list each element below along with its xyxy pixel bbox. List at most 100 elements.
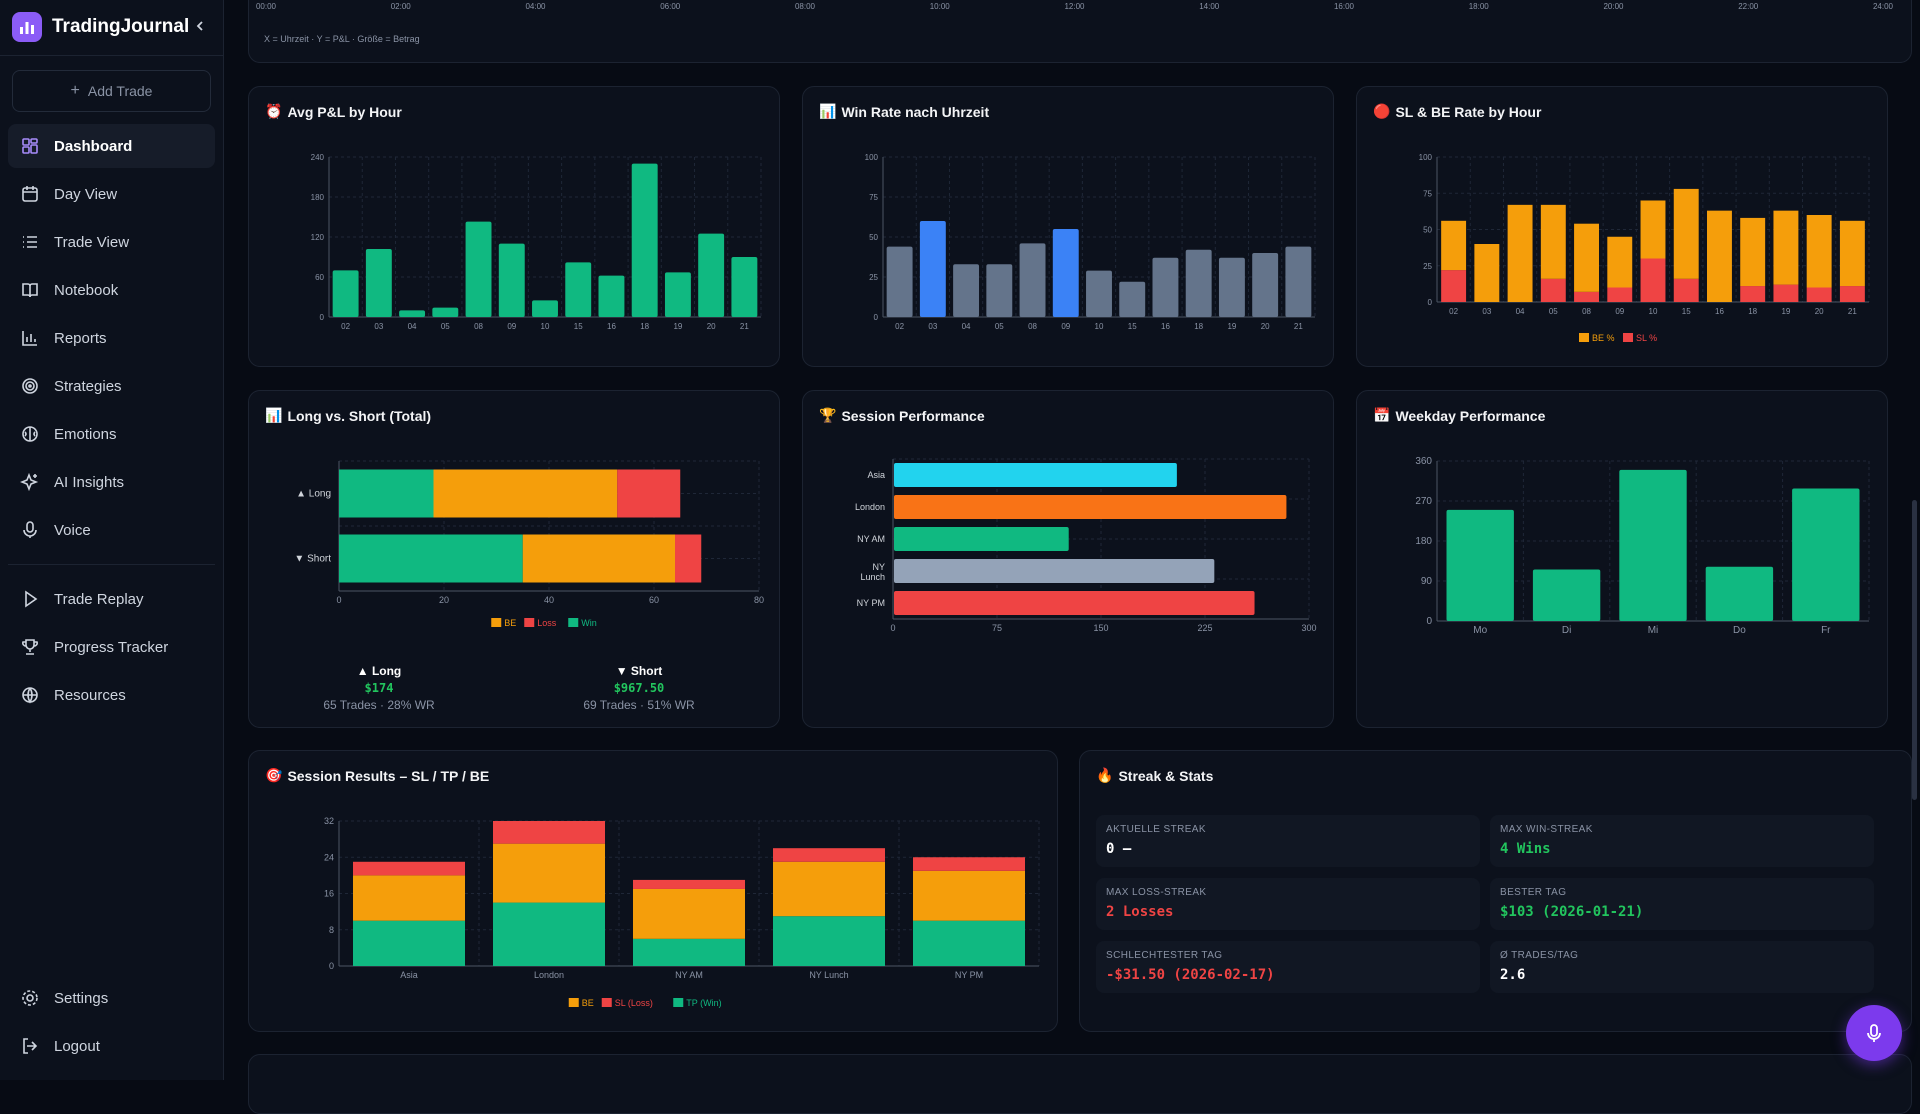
brain-icon [22, 426, 38, 442]
weekday-chart: 0 90 180 270 360 Mo Di Mi Do Fr [1415, 456, 1870, 636]
brand[interactable]: TradingJournal [12, 12, 189, 42]
x-tick-label: 09 [1061, 322, 1070, 331]
sidebar-item-settings[interactable]: Settings [8, 976, 215, 1020]
stat-value: -$31.50 (2026-02-17) [1106, 967, 1275, 983]
x-tick-label: 03 [928, 322, 937, 331]
bar-20 [1252, 253, 1279, 317]
x-tick-label: 20 [439, 595, 449, 605]
bar-mi [1619, 469, 1687, 621]
y-tick-label: NY PM [857, 598, 885, 608]
sidebar-item-notebook[interactable]: Notebook [8, 268, 215, 312]
stat-bester-tag: BESTER TAG $103 (2026-01-21) [1490, 878, 1874, 930]
x-tick-label: 15 [1682, 307, 1691, 316]
x-tick-label: 80 [754, 595, 764, 605]
x-tick-label: 0 [336, 595, 341, 605]
bar-be--03 [1474, 244, 1500, 302]
sidebar-item-day-view[interactable]: Day View [8, 172, 215, 216]
sidebar-item-label: Logout [54, 1037, 100, 1055]
bar-09 [1052, 229, 1079, 317]
sidebar-item-emotions[interactable]: Emotions [8, 412, 215, 456]
bar-18 [1185, 249, 1212, 317]
y-tick-label: 180 [311, 193, 325, 202]
bar-sl--19 [1773, 284, 1799, 302]
bar-be-short [522, 534, 675, 583]
scrollbar[interactable] [1912, 500, 1917, 800]
sidebar-item-label: Dashboard [54, 137, 133, 155]
bar-19 [1218, 257, 1245, 317]
x-tick-label: 05 [441, 322, 450, 331]
tick-label: 00:00 [256, 2, 277, 11]
legend-swatch [673, 998, 684, 1007]
sidebar-item-label: Emotions [54, 425, 117, 443]
bar-be--02 [1441, 220, 1467, 271]
stat-label: MAX WIN-STREAK [1500, 824, 1593, 835]
tick-label: 02:00 [391, 2, 412, 11]
long-sub: 65 Trades · 28% WR [323, 698, 435, 712]
stat-aktuelle-streak: AKTUELLE STREAK 0 — [1096, 815, 1480, 867]
bar-sl--18 [1740, 286, 1766, 302]
x-tick-label: 18 [1748, 307, 1757, 316]
winrate-card: 📊 Win Rate nach Uhrzeit 0 25 50 75 100 02 03 04 0… [802, 86, 1334, 367]
tick-label: 10:00 [930, 2, 951, 11]
tick-label: 12:00 [1064, 2, 1085, 11]
bar-10 [532, 300, 558, 317]
sidebar-item-voice[interactable]: Voice [8, 508, 215, 552]
bar-sl--09 [1607, 287, 1633, 302]
bar-be--08 [1574, 223, 1599, 292]
bar-08 [1019, 243, 1046, 317]
stat--trades-tag: Ø TRADES/TAG 2.6 [1490, 941, 1874, 993]
sidebar-item-ai-insights[interactable]: AI Insights [8, 460, 215, 504]
x-tick-label: 16 [1715, 307, 1724, 316]
sidebar-item-trade-view[interactable]: Trade View [8, 220, 215, 264]
bar-ny-pm [894, 591, 1255, 615]
y-tick-label: 0 [329, 961, 334, 971]
tick-label: 14:00 [1199, 2, 1220, 11]
y-tick-label: 360 [1415, 456, 1432, 467]
y-tick-label: 0 [874, 313, 879, 322]
sidebar-item-trade-replay[interactable]: Trade Replay [8, 577, 215, 621]
sidebar-item-reports[interactable]: Reports [8, 316, 215, 360]
stat-value: $103 (2026-01-21) [1500, 904, 1644, 920]
y-tick-label: Lunch [860, 572, 885, 582]
x-tick-label: 18 [1194, 322, 1203, 331]
bar-be--18 [1740, 217, 1766, 287]
x-tick-label: 03 [1482, 307, 1491, 316]
x-tick-label: 40 [544, 595, 554, 605]
chevron-left-icon[interactable] [192, 18, 208, 34]
voice-button[interactable] [1846, 1005, 1902, 1061]
bar-chart-icon [22, 331, 37, 346]
sidebar-item-logout[interactable]: Logout [8, 1024, 215, 1068]
stat-value: 4 Wins [1500, 841, 1551, 857]
bar-ny-lunch [894, 559, 1215, 583]
stat-max-win-streak: MAX WIN-STREAK 4 Wins [1490, 815, 1874, 867]
main-content: 00:00 02:00 04:00 06:00 08:00 10:00 12:00 14:00… [224, 0, 1920, 1114]
bar-tp-win--london [493, 902, 605, 966]
bar-asia [894, 463, 1177, 487]
bar-ny-am [894, 527, 1069, 551]
bar-win-long [339, 469, 434, 518]
bar-sl-loss--ny-lunch [773, 848, 885, 862]
stat-label: BESTER TAG [1500, 887, 1567, 898]
y-tick-label: 75 [1423, 189, 1432, 198]
chart-logo-icon [12, 12, 42, 42]
sidebar-item-strategies[interactable]: Strategies [8, 364, 215, 408]
x-tick-label: NY AM [675, 970, 703, 980]
add-trade-button[interactable]: + Add Trade [12, 70, 211, 112]
sidebar-item-progress-tracker[interactable]: Progress Tracker [8, 625, 215, 669]
sidebar-item-resources[interactable]: Resources [8, 673, 215, 717]
bar-be--15 [1673, 188, 1699, 279]
stat-max-loss-streak: MAX LOSS-STREAK 2 Losses [1096, 878, 1480, 930]
bar-be--05 [1540, 204, 1566, 279]
y-tick-label: 16 [324, 889, 334, 899]
short-summary: ▼ Short $967.50 69 Trades · 51% WR [569, 664, 709, 712]
sparkle-icon [20, 472, 39, 492]
x-tick-label: 10 [541, 322, 550, 331]
y-tick-label: 60 [315, 273, 324, 282]
bar-21 [1285, 246, 1312, 317]
x-tick-label: 09 [507, 322, 516, 331]
sidebar-item-dashboard[interactable]: Dashboard [8, 124, 215, 168]
app-title: TradingJournal [52, 16, 190, 37]
session-results-chart: 0 8 16 24 32 Asia London NY AM NY Lunch NY PM BE SL… [324, 816, 1040, 1008]
next-card [248, 1054, 1912, 1114]
trophy-icon: 🏆 [819, 407, 837, 423]
